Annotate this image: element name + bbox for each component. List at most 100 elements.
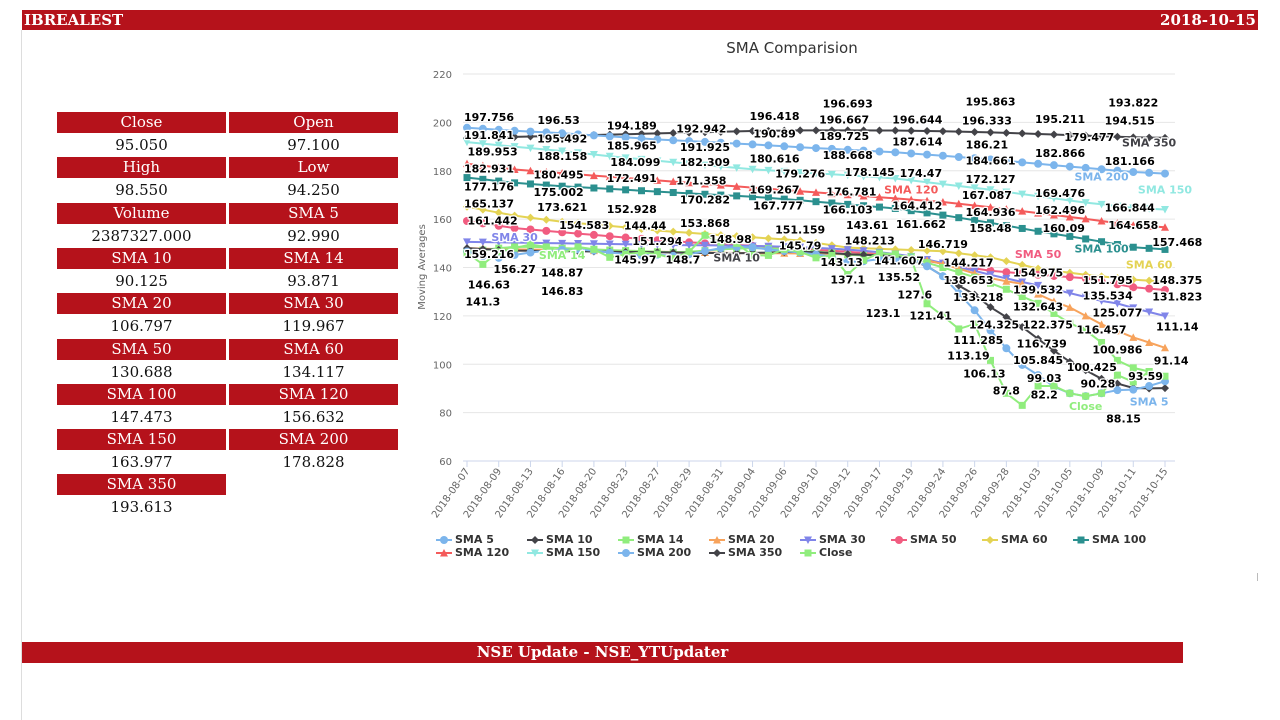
data-point xyxy=(1081,293,1090,302)
series-name-label: Close xyxy=(1069,400,1102,413)
data-point xyxy=(987,356,994,364)
stat-value: 178.828 xyxy=(282,453,345,472)
data-point xyxy=(1081,199,1090,207)
stat-value: 98.550 xyxy=(115,181,168,200)
data-label: 181.166 xyxy=(1105,155,1155,168)
legend-symbol-icon xyxy=(709,549,725,557)
data-label: 176.781 xyxy=(826,186,876,199)
data-point xyxy=(526,180,534,188)
legend-item-sma-200[interactable]: SMA 200 xyxy=(618,546,691,559)
legend-item-sma-120[interactable]: SMA 120 xyxy=(436,546,509,559)
data-label: 151.795 xyxy=(1083,274,1133,287)
stat-label: High xyxy=(57,157,226,179)
data-point xyxy=(1113,379,1122,388)
data-label: 93.59 xyxy=(1128,370,1163,383)
data-point xyxy=(494,208,503,217)
data-point xyxy=(891,194,900,202)
legend-item-sma-60[interactable]: SMA 60 xyxy=(982,533,1048,546)
data-point xyxy=(478,205,487,214)
data-point xyxy=(1145,205,1154,213)
data-point xyxy=(1002,205,1011,213)
data-point xyxy=(860,202,868,210)
data-point xyxy=(700,161,709,170)
data-point xyxy=(589,131,598,140)
data-label: 148.87 xyxy=(541,266,583,279)
data-point xyxy=(1161,133,1169,142)
legend-item-sma-10[interactable]: SMA 10 xyxy=(527,533,593,546)
data-label: 188.668 xyxy=(823,149,873,162)
legend-item-sma-30[interactable]: SMA 30 xyxy=(800,533,866,546)
legend-item-sma-150[interactable]: SMA 150 xyxy=(527,546,600,559)
data-label: 188.158 xyxy=(537,150,587,163)
y-tick-label: 100 xyxy=(433,360,452,371)
data-point xyxy=(1113,356,1121,364)
data-point xyxy=(1034,334,1043,343)
data-point xyxy=(859,250,868,259)
data-point xyxy=(701,190,709,198)
data-point xyxy=(1097,297,1106,305)
data-point xyxy=(716,181,725,189)
data-point xyxy=(954,127,963,136)
data-point xyxy=(780,235,789,244)
data-point xyxy=(716,163,725,171)
data-point xyxy=(1065,131,1074,140)
data-label: 196.418 xyxy=(749,110,799,123)
data-point xyxy=(653,176,662,184)
data-point xyxy=(796,168,805,177)
data-point xyxy=(510,224,519,233)
data-point xyxy=(590,184,598,192)
data-point xyxy=(685,128,694,137)
data-point xyxy=(1002,156,1011,165)
data-label: 197.756 xyxy=(464,111,514,124)
legend-symbol-icon xyxy=(527,536,543,544)
legend-item-sma-100[interactable]: SMA 100 xyxy=(1073,533,1146,546)
data-point xyxy=(574,219,583,228)
data-label: 137.1 xyxy=(830,274,865,287)
data-point xyxy=(653,135,662,144)
data-point xyxy=(685,189,693,197)
data-point xyxy=(669,227,678,236)
data-point xyxy=(1002,313,1011,322)
data-label: 164.412 xyxy=(892,199,942,212)
stat-sma-10: SMA 10 90.125 xyxy=(57,247,226,293)
data-point xyxy=(796,187,805,195)
data-label: 182.931 xyxy=(464,163,514,176)
data-point xyxy=(463,174,471,182)
stat-label: Volume xyxy=(57,202,226,224)
stat-label: SMA 120 xyxy=(229,383,398,405)
data-point xyxy=(1145,133,1154,142)
series-name-label: SMA 150 xyxy=(1138,184,1193,197)
legend-marker-icon xyxy=(804,549,812,557)
legend-item-sma-50[interactable]: SMA 50 xyxy=(891,533,957,546)
legend-marker-icon xyxy=(531,536,539,544)
data-point xyxy=(1002,188,1011,196)
legend-item-sma-14[interactable]: SMA 14 xyxy=(618,533,684,546)
data-point xyxy=(1049,285,1058,294)
data-point xyxy=(463,138,471,147)
data-point xyxy=(1002,128,1011,137)
legend-item-close[interactable]: Close xyxy=(800,546,852,559)
data-point xyxy=(542,167,551,176)
data-label: 148.98 xyxy=(709,233,751,246)
legend-item-sma-350[interactable]: SMA 350 xyxy=(709,546,782,559)
data-point xyxy=(923,209,931,217)
data-point xyxy=(938,127,947,136)
data-point xyxy=(907,149,916,158)
data-point xyxy=(1049,130,1058,139)
legend-item-sma-20[interactable]: SMA 20 xyxy=(709,533,775,546)
stat-sma-60: SMA 60 134.117 xyxy=(229,338,398,384)
legend-item-sma-5[interactable]: SMA 5 xyxy=(436,533,494,546)
data-label: 121.41 xyxy=(909,309,951,322)
series-sma-60 xyxy=(463,202,1169,286)
data-point xyxy=(1018,129,1027,138)
stat-label: SMA 14 xyxy=(229,247,398,269)
stat-sma-120: SMA 120 156.632 xyxy=(229,383,398,429)
data-point xyxy=(463,159,471,168)
data-point xyxy=(828,251,836,259)
legend-marker-icon xyxy=(895,536,903,544)
data-point xyxy=(1049,271,1058,280)
data-point xyxy=(938,197,947,206)
data-label: 160.09 xyxy=(1042,222,1084,235)
data-label: 179.477 xyxy=(1064,131,1114,144)
data-point xyxy=(796,236,805,245)
